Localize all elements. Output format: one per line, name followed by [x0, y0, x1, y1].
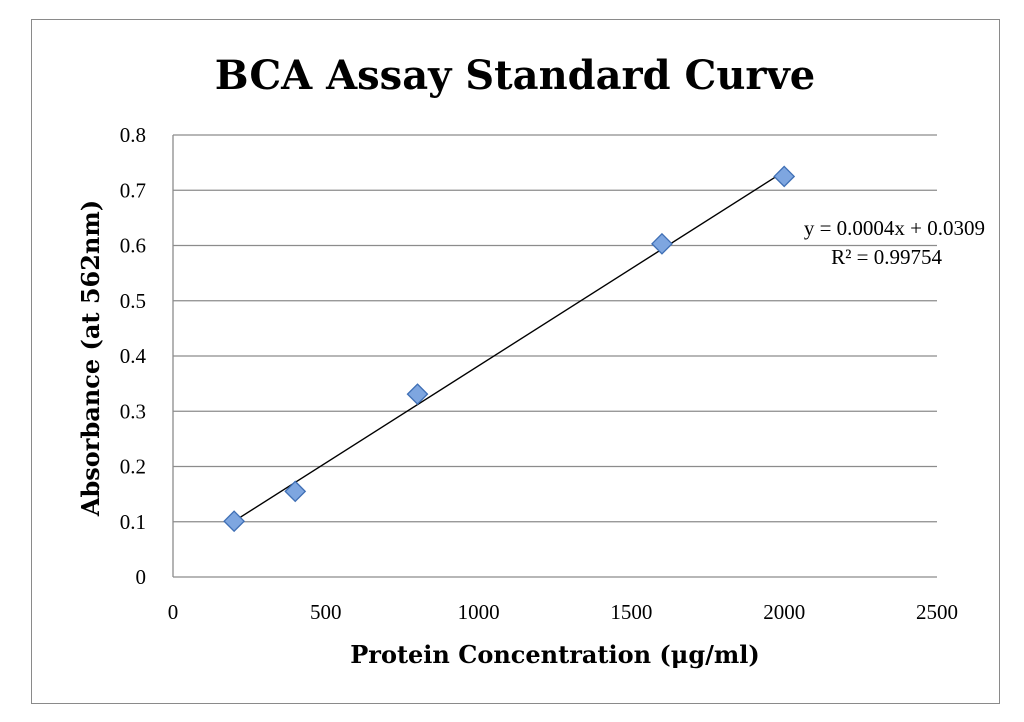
chart-frame: [31, 19, 1000, 704]
trendline-group: [233, 170, 785, 522]
y-tick-label: 0: [136, 565, 147, 589]
y-tick-label: 0.5: [120, 289, 146, 313]
trendline-equation: y = 0.0004x + 0.0309: [804, 216, 985, 240]
x-tick-label: 1000: [458, 600, 500, 624]
data-point: [223, 510, 246, 533]
data-point: [651, 232, 673, 255]
trendline: [233, 170, 785, 522]
y-tick-label: 0.8: [120, 123, 146, 147]
trendline-r-squared: R² = 0.99754: [831, 245, 942, 269]
data-point: [773, 165, 796, 188]
y-tick-label: 0.3: [120, 399, 146, 423]
y-tick-label: 0.4: [120, 344, 147, 368]
data-point: [406, 383, 429, 406]
x-tick-label: 2000: [763, 600, 805, 624]
x-axis-title: Protein Concentration (μg/ml): [350, 640, 760, 669]
x-tick-labels: 0 500 1000 1500 2000 2500: [168, 600, 958, 624]
x-tick-label: 2500: [916, 600, 958, 624]
y-tick-label: 0.7: [120, 178, 146, 202]
data-points: [223, 165, 796, 533]
y-tick-label: 0.6: [120, 234, 146, 258]
x-tick-label: 0: [168, 600, 179, 624]
chart-title: BCA Assay Standard Curve: [215, 52, 815, 99]
y-tick-labels: 0 0.1 0.2 0.3 0.4 0.5 0.6 0.7 0.8: [120, 123, 147, 589]
x-tick-label: 1500: [610, 600, 652, 624]
gridlines: [173, 134, 937, 523]
axes: [172, 135, 937, 578]
y-axis-title: Absorbance (at 562nm): [76, 200, 105, 517]
x-tick-label: 500: [310, 600, 342, 624]
y-tick-label: 0.2: [120, 455, 146, 479]
y-tick-label: 0.1: [120, 510, 146, 534]
data-point: [284, 480, 307, 503]
